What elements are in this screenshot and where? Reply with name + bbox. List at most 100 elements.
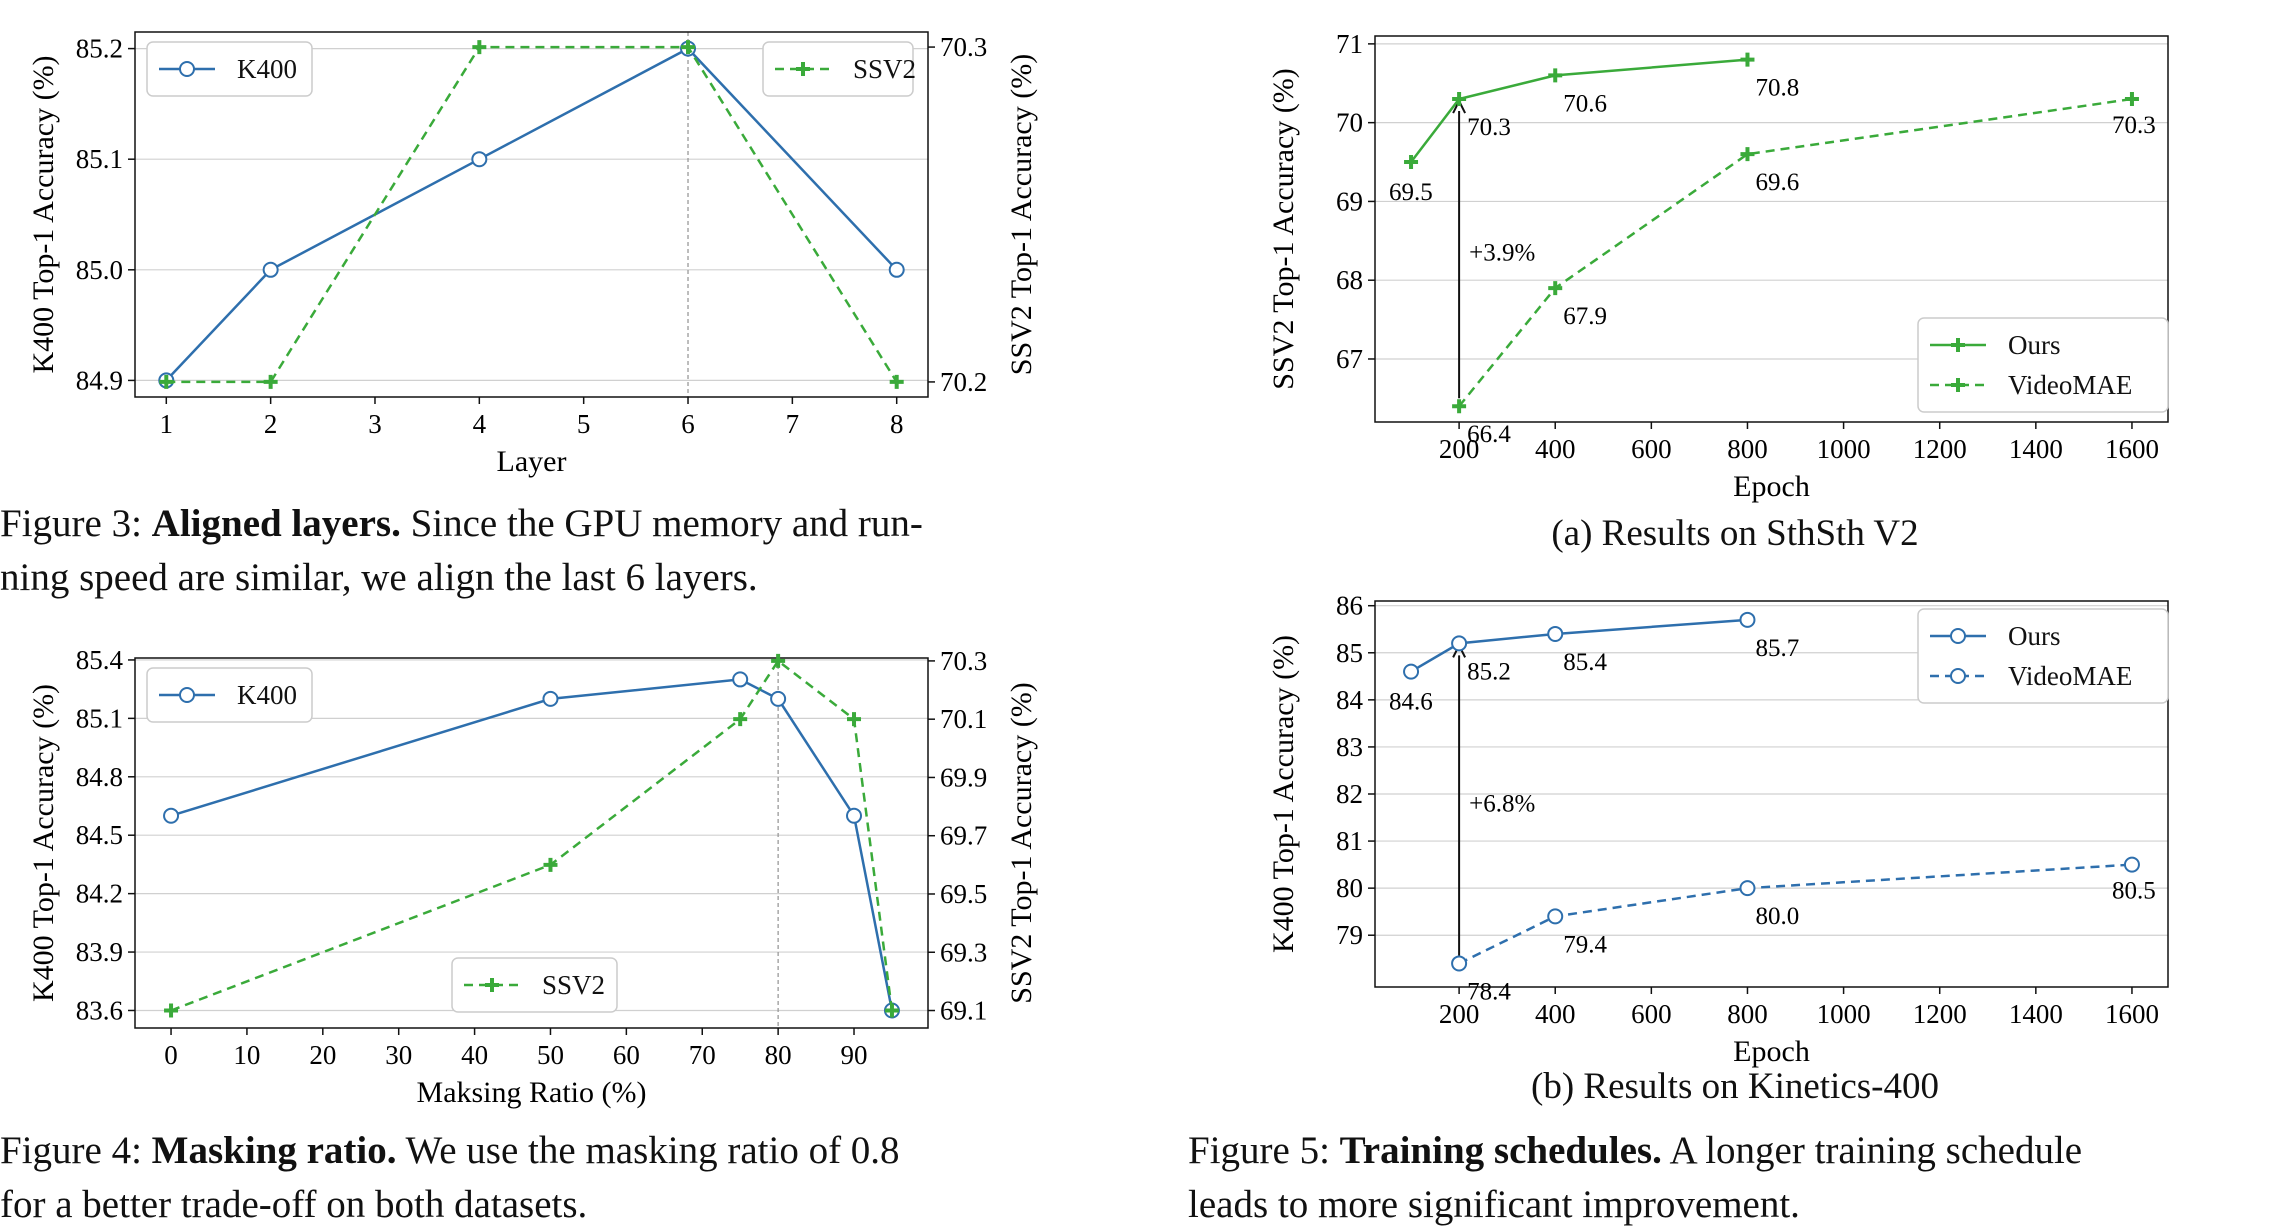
fig5b-xtick-label: 200 [1439, 999, 1480, 1029]
fig5b-xtick-label: 1400 [2009, 999, 2063, 1029]
fig5a-legend-label: VideoMAE [2008, 370, 2132, 400]
fig5a-chart: 67 68 69 70 71 200 400 600 800 1000 1200 1400 1600 +3… [1267, 29, 2169, 503]
fig5a-xtick-label: 400 [1535, 434, 1576, 464]
fig5b-ytick-label: 86 [1336, 591, 1363, 621]
fig5b-xtick-label: 1000 [1817, 999, 1871, 1029]
fig4-ytick-left-label: 84.8 [76, 762, 123, 792]
fig5b-point-ours [1451, 635, 1468, 652]
fig5b-series-ours [1410, 618, 1748, 673]
fig5b-series-videomae [1458, 863, 2133, 965]
fig4-ytick-left-label: 85.1 [76, 703, 123, 733]
fig5b-legend [1917, 608, 2169, 704]
fig4-point-k400 [770, 690, 787, 707]
fig3-left-legend-marker [179, 61, 195, 77]
fig5b-point-ours [1403, 663, 1420, 680]
fig3-caption-prefix: Figure 3: [0, 502, 152, 545]
fig5a-xtick-label: 800 [1727, 434, 1768, 464]
fig5a-point-ours [1452, 92, 1467, 107]
fig5b-ytick-label: 81 [1336, 826, 1363, 856]
fig5b-data-label: 80.0 [1755, 903, 1799, 930]
fig3-point-ssv2 [159, 374, 174, 389]
fig3-xtick-label: 1 [160, 409, 174, 439]
fig3-ytick-left-label: 84.9 [76, 365, 123, 395]
fig5b-ytick-label: 82 [1336, 779, 1363, 809]
fig4-right-legend-marker [485, 978, 499, 992]
fig3-xtick-label: 6 [681, 409, 695, 439]
fig4-point-ssv2 [771, 653, 786, 668]
fig3-right-legend-marker [796, 62, 810, 76]
fig4-xtick-label: 20 [309, 1040, 336, 1070]
fig3-xtick-label: 2 [264, 409, 278, 439]
fig5a-data-label: 69.6 [1755, 169, 1799, 196]
fig4-ytick-left-label: 83.9 [76, 937, 123, 967]
fig5b-point-ours [1547, 625, 1564, 642]
fig3-xtick-label: 5 [577, 409, 591, 439]
fig4-point-k400 [732, 671, 749, 688]
fig4-ylabel-left: K400 Top-1 Accuracy (%) [27, 684, 60, 1002]
fig4-ytick-left-label: 84.2 [76, 879, 123, 909]
fig5a-ytick-label: 70 [1336, 108, 1363, 138]
fig4-series-ssv2 [170, 659, 894, 1012]
fig4-ylabel-right: SSV2 Top-1 Accuracy (%) [1005, 682, 1038, 1003]
fig3-caption-line2: ning speed are similar, we align the las… [0, 556, 758, 599]
fig5a-legend-label: Ours [2008, 330, 2061, 360]
fig3-ytick-left-label: 85.1 [76, 144, 123, 174]
fig4-xtick-label: 80 [765, 1040, 792, 1070]
fig4-xtick-label: 0 [164, 1040, 178, 1070]
fig3-caption: Figure 3: Aligned layers. Since the GPU … [0, 497, 1110, 605]
fig3-caption-title: Aligned layers. [151, 502, 401, 545]
fig5b-data-label: 85.2 [1467, 658, 1511, 685]
fig5a-point-ours [1404, 155, 1419, 170]
fig4-xlabel: Maksing Ratio (%) [417, 1076, 647, 1109]
fig4-ytick-right-label: 69.1 [940, 996, 987, 1026]
fig5b-legend-marker [1950, 628, 1966, 644]
fig5b-xlabel: Epoch [1733, 1035, 1810, 1068]
fig4-caption: Figure 4: Masking ratio. We use the mask… [0, 1124, 1110, 1232]
fig3-chart: 84.9 85.0 85.1 85.2 70.2 70.3 1 2 3 4 5 6 7 8 K400 Top… [27, 31, 1038, 478]
fig3-xtick-label: 8 [890, 409, 904, 439]
fig5b-legend-label: Ours [2008, 621, 2061, 651]
fig5a-xlabel: Epoch [1733, 470, 1810, 503]
fig5b-data-label: 84.6 [1389, 689, 1433, 716]
fig5-caption-line2: leads to more significant improvement. [1188, 1183, 1800, 1226]
fig3-xtick-label: 3 [368, 409, 382, 439]
fig3-ylabel-right: SSV2 Top-1 Accuracy (%) [1005, 54, 1038, 375]
fig4-xtick-label: 10 [233, 1040, 260, 1070]
fig5a-data-label: 69.5 [1389, 179, 1433, 206]
fig4-ytick-right-label: 69.7 [940, 821, 987, 851]
fig5a-ytick-label: 69 [1336, 186, 1363, 216]
fig5a-ytick-label: 71 [1336, 29, 1363, 59]
fig3-left-legend [146, 41, 313, 97]
fig4-point-ssv2 [733, 712, 748, 727]
fig5a-point-videomae [1548, 281, 1563, 296]
fig5a-data-label: 70.3 [2112, 112, 2156, 139]
fig4-frame [134, 657, 929, 1029]
fig3-ytick-left-label: 85.2 [76, 34, 123, 64]
fig5b-xtick-label: 1200 [1913, 999, 1967, 1029]
fig5a-series-ours [1410, 58, 1748, 163]
fig5a-subcaption: (a) Results on SthSth V2 [1551, 513, 1919, 554]
fig4-ytick-right-label: 69.9 [940, 762, 987, 792]
fig4-ytick-right-label: 70.1 [940, 704, 987, 734]
fig3-series-ssv2 [166, 45, 898, 384]
fig4-left-legend [146, 667, 313, 723]
fig5a-ylabel: SSV2 Top-1 Accuracy (%) [1267, 68, 1300, 389]
fig3-xtick-label: 4 [473, 409, 487, 439]
fig5b-ytick-label: 79 [1336, 920, 1363, 950]
fig5a-data-label: 66.4 [1467, 421, 1511, 448]
fig4-point-ssv2 [884, 1003, 899, 1018]
fig5a-xtick-label: 600 [1631, 434, 1672, 464]
fig4-ytick-left-label: 83.6 [76, 995, 123, 1025]
fig3-caption-line1: Since the GPU memory and run- [400, 502, 923, 545]
fig4-point-ssv2 [543, 857, 558, 872]
fig5a-xtick-label: 1200 [1913, 434, 1967, 464]
fig5a-xtick-label: 1000 [1817, 434, 1871, 464]
fig5b-ytick-label: 85 [1336, 638, 1363, 668]
fig4-right-legend-label: SSV2 [542, 970, 605, 1000]
fig5a-xtick-label: 200 [1439, 434, 1480, 464]
fig5b-ylabel: K400 Top-1 Accuracy (%) [1267, 635, 1300, 953]
fig3-ylabel-left: K400 Top-1 Accuracy (%) [27, 55, 60, 373]
fig5a-point-videomae [1740, 147, 1755, 162]
fig4-point-k400 [163, 807, 180, 824]
fig5a-legend [1917, 317, 2169, 413]
